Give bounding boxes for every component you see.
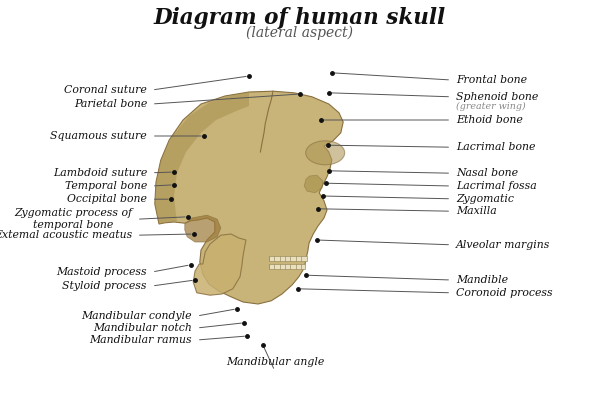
Text: Frontal bone: Frontal bone bbox=[456, 75, 527, 85]
Text: Mandibular condyle: Mandibular condyle bbox=[82, 311, 192, 321]
Polygon shape bbox=[185, 215, 221, 242]
Text: Lacrimal fossa: Lacrimal fossa bbox=[456, 181, 537, 191]
Text: Mastoid process: Mastoid process bbox=[56, 267, 147, 277]
Text: Mandibular notch: Mandibular notch bbox=[93, 323, 192, 333]
Text: (lateral aspect): (lateral aspect) bbox=[247, 26, 353, 40]
Text: (greater wing): (greater wing) bbox=[456, 102, 526, 111]
Polygon shape bbox=[155, 91, 343, 304]
Text: Lacrimal bone: Lacrimal bone bbox=[456, 142, 535, 152]
Text: Styloid process: Styloid process bbox=[62, 281, 147, 291]
Polygon shape bbox=[269, 264, 305, 269]
Text: Ethoid bone: Ethoid bone bbox=[456, 115, 523, 125]
Text: Extemal acoustic meatus: Extemal acoustic meatus bbox=[0, 230, 132, 240]
Text: Zygomatic: Zygomatic bbox=[456, 194, 514, 204]
Text: Coronoid process: Coronoid process bbox=[456, 288, 553, 298]
Polygon shape bbox=[304, 175, 323, 193]
Text: Sphenoid bone: Sphenoid bone bbox=[456, 92, 538, 102]
Text: Lambdoid suture: Lambdoid suture bbox=[53, 168, 147, 178]
Text: Parietal bone: Parietal bone bbox=[74, 99, 147, 109]
Polygon shape bbox=[269, 256, 307, 261]
Text: Maxilla: Maxilla bbox=[456, 206, 497, 216]
Polygon shape bbox=[193, 234, 246, 295]
Ellipse shape bbox=[306, 141, 345, 165]
Text: Occipital bone: Occipital bone bbox=[67, 194, 147, 204]
Text: Temporal bone: Temporal bone bbox=[65, 181, 147, 191]
Text: Coronal suture: Coronal suture bbox=[64, 85, 147, 95]
Text: Zygomatic process of
temporal bone: Zygomatic process of temporal bone bbox=[14, 208, 132, 230]
Text: Diagram of human skull: Diagram of human skull bbox=[154, 7, 446, 29]
Text: Mandibular ramus: Mandibular ramus bbox=[89, 335, 192, 345]
Text: Nasal bone: Nasal bone bbox=[456, 168, 518, 178]
Text: Squamous suture: Squamous suture bbox=[50, 131, 147, 141]
Text: Mandible: Mandible bbox=[456, 275, 508, 285]
Text: Mandibular angle: Mandibular angle bbox=[226, 357, 324, 367]
Polygon shape bbox=[155, 92, 249, 224]
Text: Alveolar margins: Alveolar margins bbox=[456, 240, 550, 250]
